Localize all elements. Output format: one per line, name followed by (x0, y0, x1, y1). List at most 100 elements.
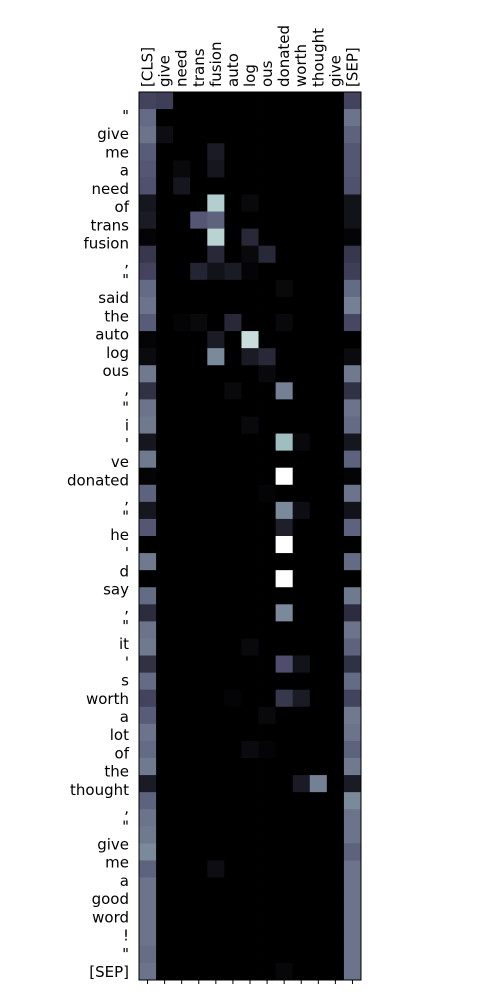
heatmap-cell (309, 570, 328, 588)
heatmap-cell (292, 706, 311, 725)
heatmap-cell (156, 399, 174, 417)
heatmap-cell (190, 126, 208, 144)
heatmap-cell (190, 245, 208, 264)
heatmap-cell (224, 177, 242, 195)
heatmap-cell (173, 365, 191, 383)
y-tick-label: " (122, 398, 129, 416)
x-tick-label: [CLS] (139, 47, 157, 87)
x-axis-ticks: [CLS] give need trans fusion auto log ous donate… (139, 25, 361, 984)
heatmap-cell (190, 655, 208, 674)
heatmap-cell (343, 365, 362, 383)
y-tick-label: give (97, 125, 129, 143)
heatmap-cell (292, 740, 311, 759)
heatmap-cell (190, 177, 208, 195)
heatmap-cell (241, 792, 259, 810)
heatmap-cell (156, 621, 174, 639)
heatmap-cell (156, 245, 174, 264)
heatmap-cell (224, 228, 242, 247)
heatmap-cell (224, 553, 242, 571)
heatmap-cell (292, 962, 311, 981)
y-tick-label: s (121, 672, 129, 690)
heatmap-cell (241, 296, 259, 315)
heatmap-cell (258, 792, 277, 810)
heatmap-cell (156, 945, 174, 964)
heatmap-cell (309, 331, 328, 349)
heatmap-cell (309, 433, 328, 452)
heatmap-cell (292, 689, 311, 708)
heatmap-cell (275, 860, 294, 878)
heatmap-cell (292, 160, 311, 178)
heatmap-cell (241, 450, 259, 469)
heatmap-cell (309, 945, 328, 964)
heatmap-cell (292, 365, 311, 383)
heatmap-cell (258, 775, 277, 793)
heatmap-cell (224, 604, 242, 622)
heatmap-cell (343, 962, 362, 981)
heatmap-cell (190, 826, 208, 844)
heatmap-cell (258, 706, 277, 725)
heatmap-cell (275, 792, 294, 810)
heatmap-cell (292, 467, 311, 486)
heatmap-cell (139, 279, 157, 298)
y-tick-label: donated (67, 471, 129, 489)
heatmap-cell (173, 109, 191, 127)
heatmap-cell (326, 758, 345, 776)
heatmap-cell (190, 928, 208, 947)
heatmap-cell (309, 723, 328, 742)
y-tick-label: " (122, 817, 129, 835)
heatmap-cell (326, 911, 345, 930)
heatmap-cell (292, 228, 311, 247)
heatmap-cell (309, 672, 328, 691)
heatmap-cell (207, 262, 225, 281)
heatmap-cell (258, 501, 277, 520)
heatmap-cell (292, 279, 311, 298)
heatmap-cell (343, 706, 362, 725)
heatmap-cell (207, 621, 225, 639)
heatmap-cell (207, 450, 225, 469)
heatmap-cell (139, 570, 157, 588)
heatmap-cell (139, 296, 157, 315)
heatmap-cell (173, 536, 191, 554)
heatmap-cell (258, 450, 277, 469)
heatmap-cell (207, 945, 225, 964)
heatmap-cell (241, 211, 259, 230)
heatmap-cell (139, 433, 157, 452)
heatmap-cell (275, 723, 294, 742)
y-tick-label: , (124, 253, 129, 271)
heatmap-cell (190, 638, 208, 656)
heatmap-cell (241, 775, 259, 793)
heatmap-cell (241, 706, 259, 725)
heatmap-cell (292, 501, 311, 520)
heatmap-cell (309, 843, 328, 861)
heatmap-cell (224, 536, 242, 554)
heatmap-cell (207, 228, 225, 247)
heatmap-cell (156, 416, 174, 434)
heatmap-cell (224, 143, 242, 161)
heatmap-cell (309, 604, 328, 622)
heatmap-cell (156, 160, 174, 178)
heatmap-cell (241, 826, 259, 844)
y-tick-label: " (122, 107, 129, 125)
heatmap-cell (275, 296, 294, 315)
heatmap-cell (173, 296, 191, 315)
heatmap-cell (173, 689, 191, 708)
heatmap-cell (173, 621, 191, 639)
heatmap-cell (292, 484, 311, 503)
heatmap-cell (309, 689, 328, 708)
heatmap-cell (207, 126, 225, 144)
heatmap-cell (326, 877, 345, 896)
heatmap-cell (190, 484, 208, 503)
heatmap-cell (275, 245, 294, 264)
heatmap-cell (326, 553, 345, 571)
heatmap-cell (241, 570, 259, 588)
heatmap-cell (292, 877, 311, 896)
heatmap-cell (343, 894, 362, 913)
heatmap-cell (139, 672, 157, 691)
heatmap-cell (156, 177, 174, 195)
heatmap-cell (173, 518, 191, 537)
heatmap-cell (326, 945, 345, 964)
heatmap-cell (309, 536, 328, 554)
heatmap-cell (343, 228, 362, 247)
heatmap-cell (258, 740, 277, 759)
heatmap-cell (207, 399, 225, 417)
